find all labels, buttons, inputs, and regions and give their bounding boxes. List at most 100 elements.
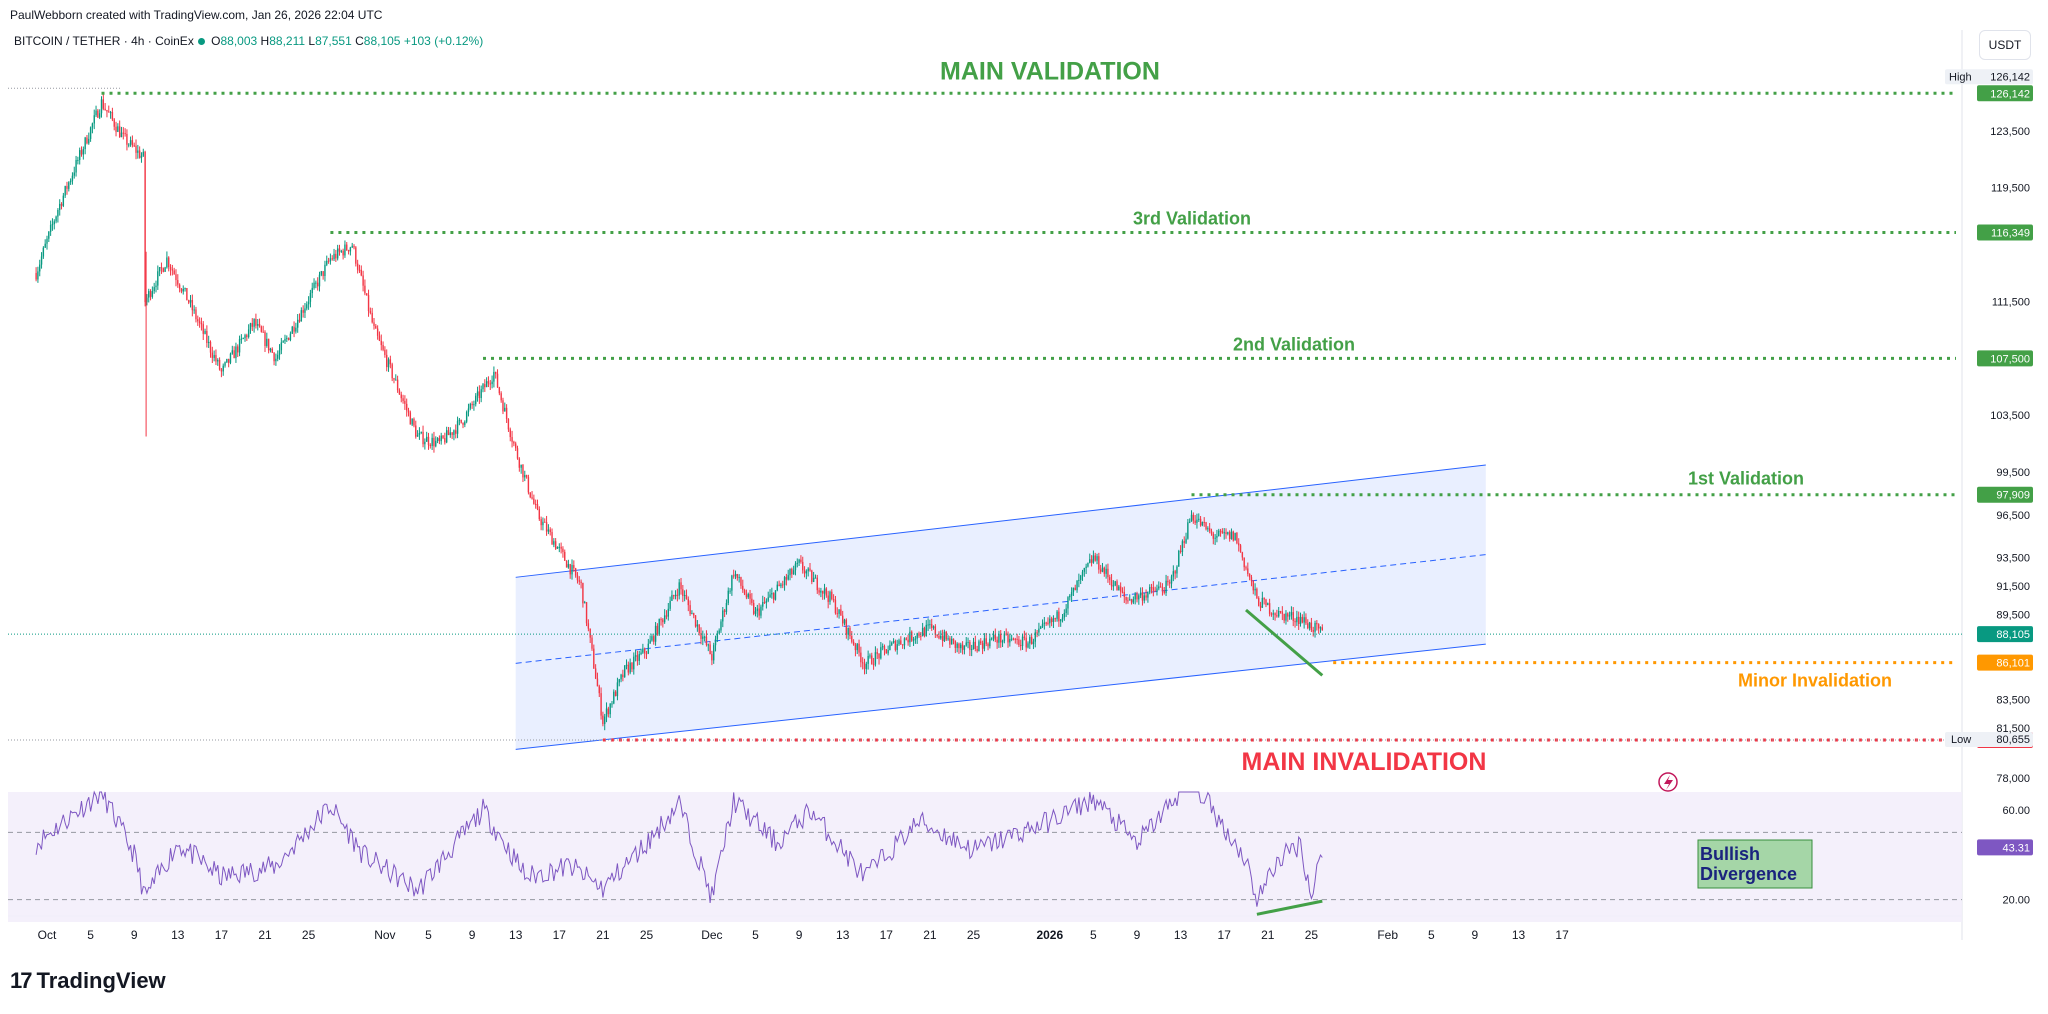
candle-body [958,643,960,649]
candle-body [1285,613,1287,621]
candle-body [195,309,197,320]
price-label-box [1977,224,2033,241]
candle-body [1092,555,1095,563]
candle-body [1305,617,1307,624]
time-axis-label: 13 [509,928,523,942]
candle-body [573,565,575,569]
candle-body [140,155,143,158]
symbol-legend[interactable]: BITCOIN / TETHER · 4h · CoinEx O88,003 H… [14,34,483,48]
candle-body [449,432,451,436]
candle-body [66,186,68,189]
candle-body [774,590,777,600]
candle-body [582,582,584,604]
candle-body [751,598,753,603]
candle-body [1279,611,1282,613]
candle-body [135,145,137,153]
low-value: 87,551 [315,34,352,48]
price-tick-label: 93,500 [1996,552,2030,564]
candle-body [198,321,201,324]
candle-body [267,338,270,351]
candle-body [415,425,417,437]
candle-body [1103,567,1105,574]
candle-body [487,381,490,384]
candle-body [969,642,971,650]
candle-body [925,624,927,636]
candle-body [1179,550,1182,552]
candle-body [636,655,639,661]
candle-body [1052,618,1055,623]
candle-body [638,654,640,661]
candle-body [84,137,86,150]
candle-body [584,602,586,604]
price-tick-label: 81,500 [1996,723,2030,735]
tradingview-logo[interactable]: 17 TradingView [10,968,166,994]
candle-body [1078,579,1080,581]
candle-body [565,560,568,568]
candle-body [883,646,886,650]
candle-body [1203,522,1205,524]
candle-body [1181,541,1184,552]
candle-body [1223,532,1225,534]
candle-body [909,631,911,643]
price-label-box [1977,85,2033,102]
price-chart[interactable]: MAIN VALIDATION 126,142 3rd Validation 116,… [0,0,2048,960]
candle-body [1094,555,1096,561]
candle-body [714,638,717,646]
candle-body [286,337,288,339]
candle-body [1101,567,1104,572]
candle-body [260,326,263,332]
time-axis-label: Dec [701,928,722,942]
candle-body [749,593,751,599]
candle-body [1054,618,1056,620]
candle-body [949,638,951,645]
candle-body [360,269,362,276]
candle-body [413,418,415,426]
candle-body [647,643,650,654]
candle-body [284,338,286,342]
price-divergence-line [1245,608,1324,677]
candle-body [98,113,101,118]
currency-button[interactable]: USDT [1979,30,2031,60]
candle-body [1272,613,1274,615]
candle-body [1212,533,1214,539]
candle-body [373,322,375,326]
candle-body [164,267,166,272]
candle-body [634,655,637,657]
price-tick-label: 89,500 [1996,609,2030,621]
candle-body [60,203,63,206]
candle-body [983,638,986,649]
candle-body [1045,622,1047,624]
candle-body [473,404,475,406]
candle-body [122,132,124,134]
candle-body [685,595,688,600]
candle-body [763,602,766,604]
candle-body [338,248,341,252]
candle-body [1274,613,1276,616]
candle-body [669,600,671,609]
candle-body [723,610,726,612]
candle-body [1087,562,1089,567]
candle-body [564,551,566,561]
candle-body [1297,616,1300,624]
candle-body [1252,580,1254,591]
tradingview-brand-text: TradingView [36,968,166,993]
candle-body [124,133,126,135]
candle-body [1283,613,1285,621]
candle-body [431,437,433,446]
candle-body [604,716,606,725]
candle-body [556,546,559,549]
candle-body [972,641,975,649]
time-axis-label: 9 [469,928,476,942]
candle-body [364,285,366,294]
candle-body [133,145,135,147]
candle-body [157,271,159,286]
candle-body [467,408,470,413]
candle-body [109,112,112,114]
candle-body [355,247,357,264]
time-axis-label: 21 [923,928,937,942]
candle-body [1167,580,1169,583]
candle-body [64,186,66,196]
candle-body [222,365,224,372]
candle-body [418,432,421,435]
candle-body [860,652,862,663]
